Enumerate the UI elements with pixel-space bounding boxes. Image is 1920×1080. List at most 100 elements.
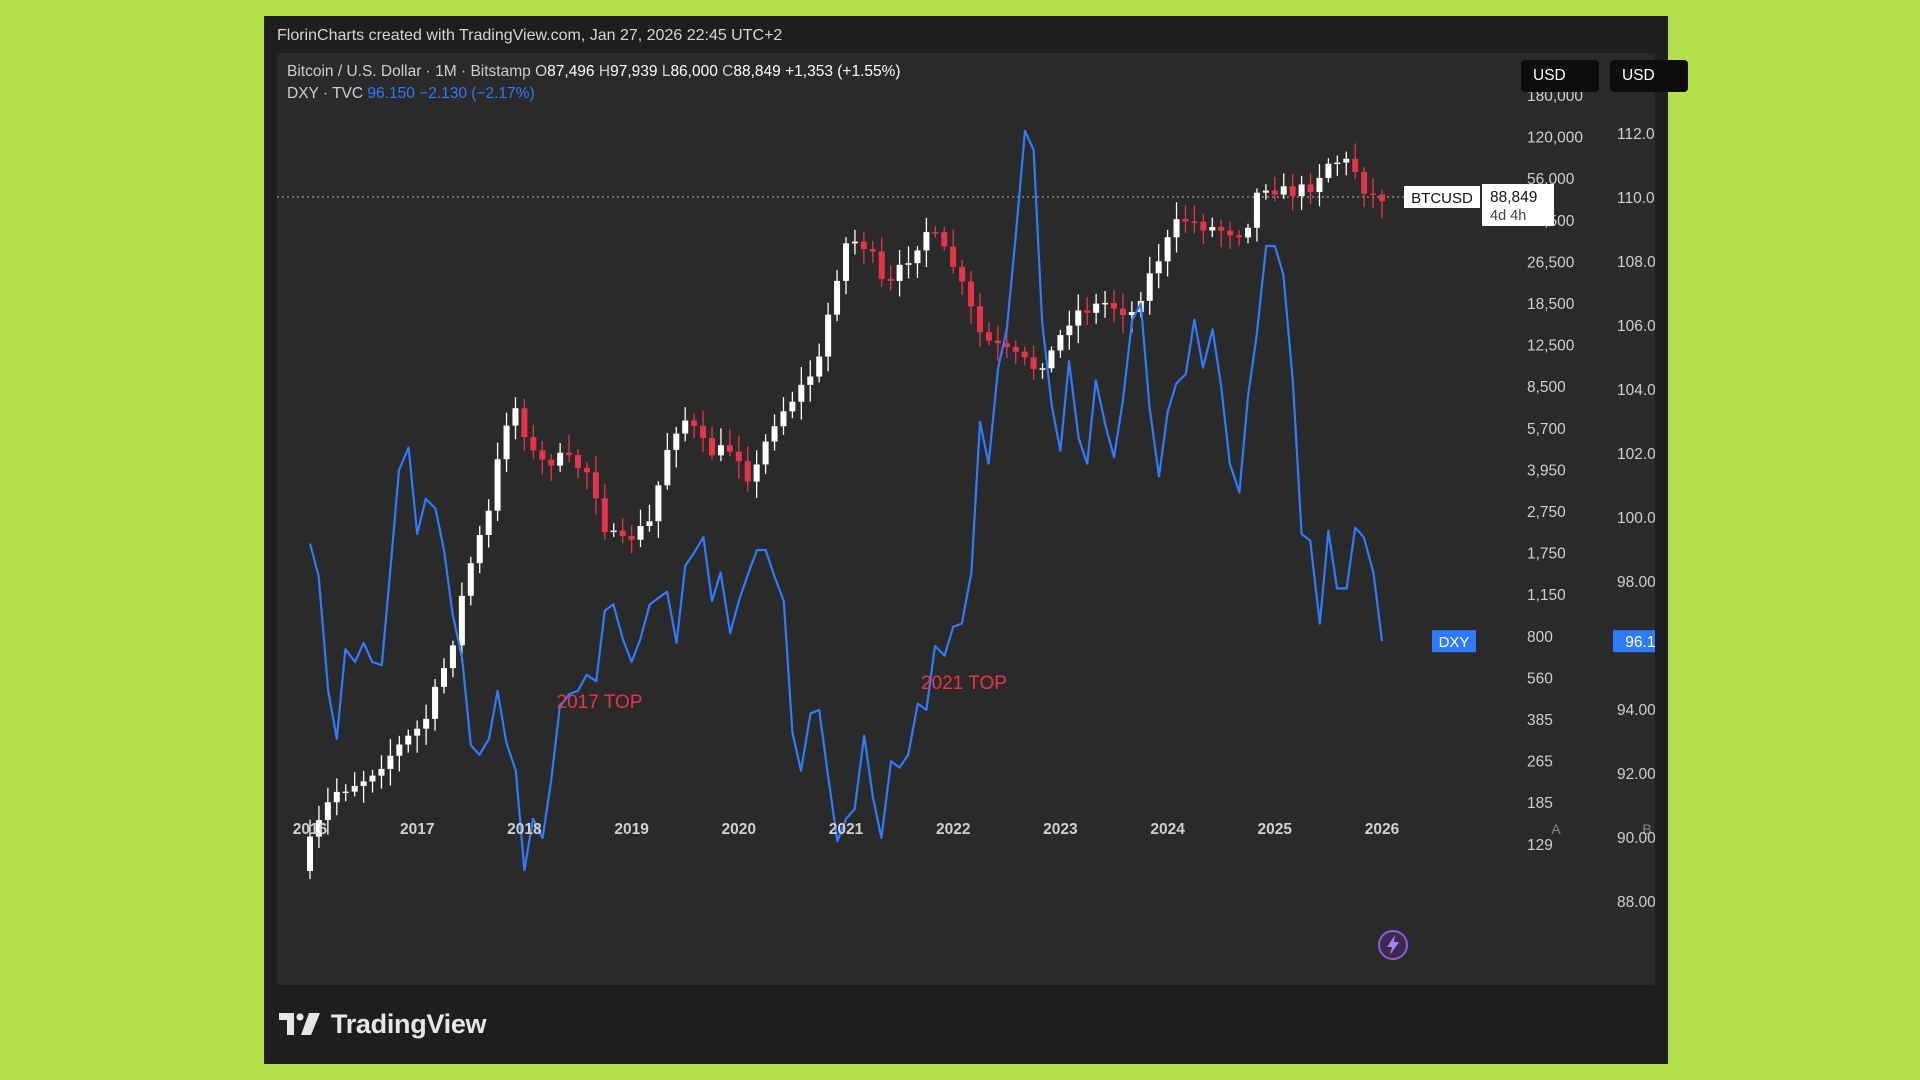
btc-candle [914, 250, 921, 264]
scale-a-tick: 1,750 [1527, 546, 1566, 563]
btc-candle [441, 668, 447, 687]
x-tick-label: 2018 [507, 821, 542, 838]
btc-candle [610, 530, 617, 533]
btc-candle [575, 455, 581, 468]
btc-candle [1173, 219, 1180, 238]
chart-canvas[interactable]: 2016 2017 2018 2019 2020 2021 2022 2023 2024 2025… [277, 53, 1655, 985]
scale-a-tick: 1,150 [1527, 587, 1566, 604]
btc-candle [1093, 303, 1100, 313]
btc-candle [1236, 235, 1243, 238]
btc-candle [1075, 310, 1082, 326]
dxy-symbol: DXY · TVC [287, 85, 364, 102]
scale-a-label: A [1551, 821, 1561, 837]
scale-b-tick: 108.000 [1617, 254, 1655, 271]
btc-value-box [1482, 184, 1554, 226]
annotation-top-label: 2021 TOP [921, 673, 1007, 694]
btc-candle [414, 728, 421, 736]
x-tick-label: 2025 [1258, 821, 1293, 838]
btc-candle [1262, 190, 1269, 193]
tradingview-logo[interactable]: TradingView [279, 1008, 487, 1040]
scale-b-tick: 110.000 [1617, 190, 1655, 207]
btc-candle [637, 525, 644, 540]
dxy-value: 96.150 [367, 85, 415, 102]
btc-candle [405, 735, 412, 745]
lightning-icon[interactable] [1377, 929, 1409, 961]
dxy-series-line [308, 129, 1384, 872]
btc-candle [1218, 227, 1225, 231]
btc-candle [512, 408, 519, 426]
btc-candle [673, 433, 680, 450]
btc-candle [342, 791, 349, 794]
scale-a-tick: 800 [1527, 629, 1553, 646]
btc-candle [726, 445, 733, 452]
btc-candle [539, 450, 546, 460]
btc-candle [1209, 227, 1216, 231]
btc-candle [476, 534, 483, 564]
scale-a-tick: 56,000 [1527, 171, 1575, 188]
scale-a-tick: 12,500 [1527, 338, 1575, 355]
btc-candle [396, 744, 403, 756]
btc-candle [503, 425, 510, 460]
btc-candles [307, 143, 1385, 880]
low-label: L [661, 63, 671, 80]
open-value: 87,496 [547, 63, 595, 80]
btc-candle [494, 459, 501, 511]
btc-candle [307, 836, 313, 871]
btc-candle [485, 510, 492, 535]
btc-candle [1253, 192, 1260, 228]
btc-candle [1307, 184, 1314, 193]
btc-candle [1128, 312, 1135, 316]
btc-candle [1271, 190, 1278, 195]
btc-candle [1280, 186, 1287, 195]
btc-candle [1361, 171, 1368, 194]
btc-candle [1200, 221, 1207, 231]
btc-candle [458, 595, 465, 646]
btc-candle [1030, 357, 1037, 370]
btc-candle [682, 420, 689, 434]
dxy-value-box [1613, 630, 1655, 653]
scale-a-tick: 385 [1527, 712, 1553, 729]
scale-a-tick: 2,750 [1527, 504, 1566, 521]
btc-candle [557, 452, 564, 466]
btc-candle [592, 472, 599, 499]
chart-panel[interactable]: 2016 2017 2018 2019 2020 2021 2022 2023 2024 2025… [277, 53, 1688, 985]
btc-candle [887, 278, 894, 281]
scale-a-tick: 26,500 [1527, 254, 1575, 271]
close-value: 88,849 [733, 63, 781, 80]
btc-candle [1298, 184, 1305, 197]
tradingview-logo-icon [279, 1013, 320, 1035]
dxy-value-label: 96.150 [1625, 634, 1655, 651]
btc-candle [968, 281, 975, 307]
btc-candle [360, 781, 367, 786]
btc-candle [467, 563, 474, 596]
btc-change: +1,353 (+1.55%) [785, 63, 901, 80]
scale-b-tick: 92.000 [1617, 766, 1655, 783]
scale-b-tick: 106.000 [1617, 318, 1655, 335]
dxy-line-layer [308, 129, 1384, 872]
btc-candle [869, 249, 876, 252]
btc-candle [878, 251, 885, 279]
btc-candle [753, 464, 760, 482]
scale-a-tick: 120,000 [1527, 130, 1583, 147]
btc-candle [1316, 177, 1323, 193]
btc-candle [977, 306, 983, 333]
scale-b-unit-button[interactable]: USD [1610, 60, 1688, 92]
btc-countdown: 4d 4h [1490, 208, 1526, 224]
btc-candle [449, 645, 456, 669]
x-tick-label: 2016 [293, 821, 328, 838]
btc-candle [825, 314, 832, 357]
btc-candle [1182, 219, 1189, 222]
btc-candle [1325, 163, 1332, 178]
btc-candle [735, 451, 742, 462]
btc-candle [1012, 347, 1019, 352]
scale-a-unit-button[interactable]: USD [1521, 60, 1599, 92]
scale-a-tick: 560 [1527, 670, 1553, 687]
legend: Bitcoin / U.S. Dollar · 1M · Bitstamp O8… [287, 61, 901, 105]
btc-candle [1334, 162, 1341, 165]
btc-candle [628, 536, 635, 540]
btc-candle [1048, 350, 1055, 369]
dxy-tag: DXY [1439, 634, 1470, 651]
chart-frame: FlorinCharts created with TradingView.co… [264, 16, 1688, 1064]
btc-candle [1245, 227, 1251, 238]
btc-candle [548, 459, 555, 466]
